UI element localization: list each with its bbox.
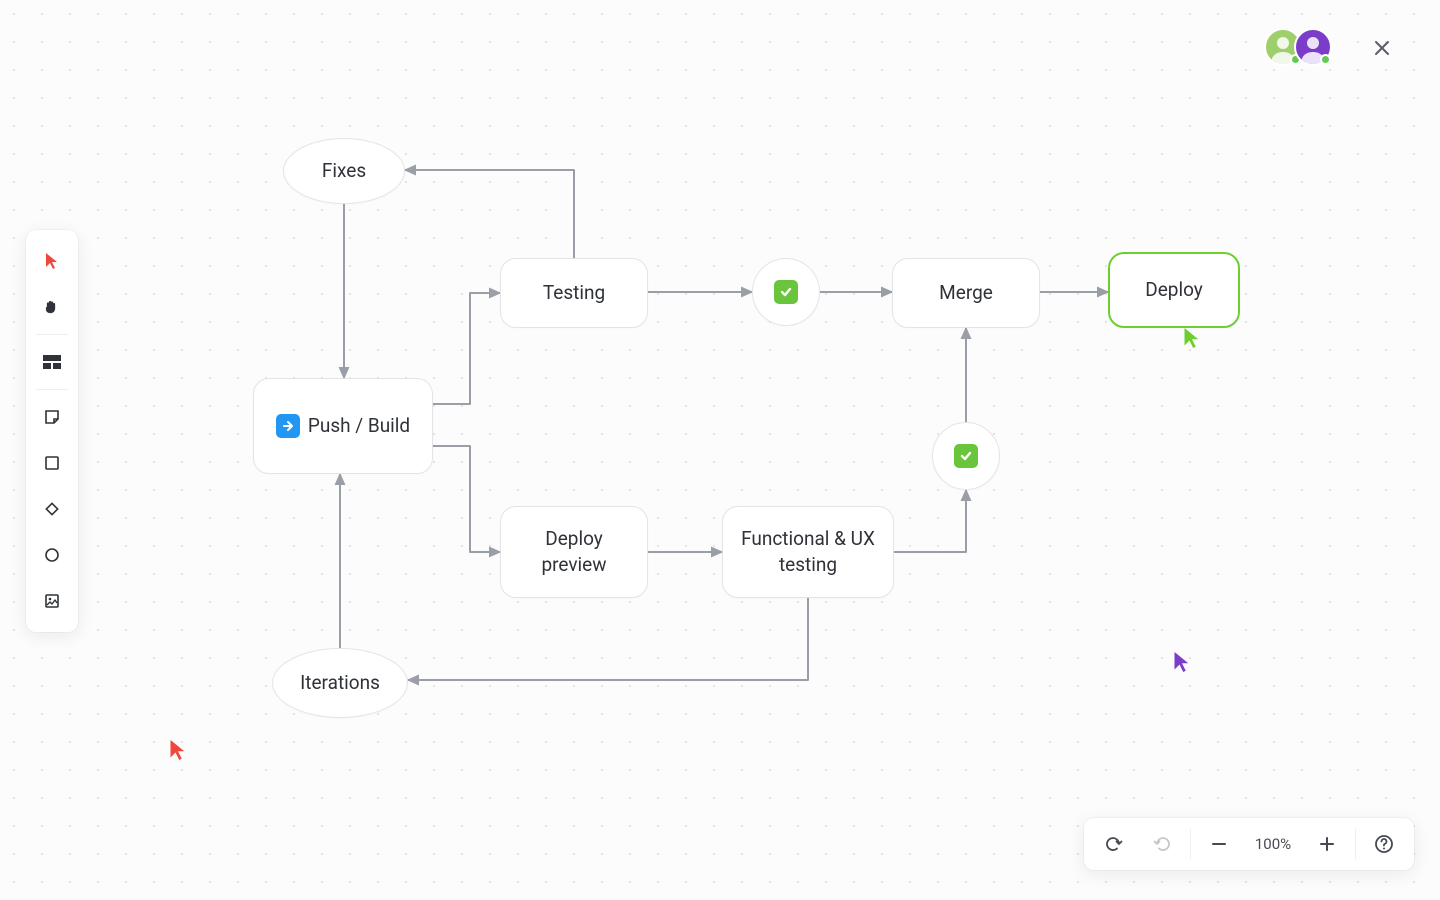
canvas[interactable]: Fixes Push / Build Testing Merge Deploy Deplo…: [0, 0, 1440, 900]
zoom-in-button[interactable]: [1303, 818, 1351, 870]
check-icon: [954, 444, 978, 468]
node-functional[interactable]: Functional & UX testing: [722, 506, 894, 598]
node-push[interactable]: Push / Build: [253, 378, 433, 474]
image-tool[interactable]: [26, 578, 78, 624]
section-tool[interactable]: [26, 339, 78, 385]
edge-push-testing: [433, 293, 500, 404]
avatar-user-2[interactable]: [1294, 28, 1332, 66]
circle-tool[interactable]: [26, 532, 78, 578]
separator: [1355, 829, 1356, 859]
toolbar: [26, 230, 78, 632]
cursor-user-green: [1182, 326, 1202, 354]
presence-avatars: [1264, 28, 1332, 66]
node-check1[interactable]: [752, 258, 820, 326]
zoom-out-button[interactable]: [1195, 818, 1243, 870]
flow-edges: [0, 0, 1440, 900]
zoom-level[interactable]: 100%: [1243, 835, 1303, 853]
node-fixes[interactable]: Fixes: [283, 138, 405, 204]
hand-tool[interactable]: [26, 284, 78, 330]
node-label: Deploy preview: [515, 526, 633, 577]
rectangle-tool[interactable]: [26, 440, 78, 486]
cursor-user-purple: [1172, 650, 1192, 678]
node-label: Fixes: [322, 158, 366, 184]
node-merge[interactable]: Merge: [892, 258, 1040, 328]
toolbar-divider: [36, 334, 68, 335]
redo-button[interactable]: [1138, 818, 1186, 870]
node-check2[interactable]: [932, 422, 1000, 490]
node-label: Functional & UX testing: [737, 526, 879, 577]
close-button[interactable]: [1370, 36, 1394, 60]
edge-functional-check2: [894, 490, 966, 552]
presence-dot-icon: [1320, 54, 1331, 65]
check-icon: [774, 280, 798, 304]
node-label: Testing: [543, 280, 605, 306]
diamond-tool[interactable]: [26, 486, 78, 532]
arrow-right-icon: [276, 414, 300, 438]
edge-testing-fixes: [405, 170, 574, 258]
node-label: Iterations: [300, 670, 380, 696]
edge-functional-iterations: [408, 598, 808, 680]
node-iterations[interactable]: Iterations: [272, 648, 408, 718]
toolbar-divider: [36, 389, 68, 390]
help-button[interactable]: [1360, 818, 1408, 870]
node-label: Push / Build: [308, 413, 410, 439]
undo-button[interactable]: [1090, 818, 1138, 870]
node-label: Deploy: [1145, 277, 1203, 303]
edge-push-deployprev: [433, 446, 500, 552]
sticky-note-tool[interactable]: [26, 394, 78, 440]
separator: [1190, 829, 1191, 859]
node-deploy[interactable]: Deploy: [1108, 252, 1240, 328]
node-testing[interactable]: Testing: [500, 258, 648, 328]
node-deployprev[interactable]: Deploy preview: [500, 506, 648, 598]
select-tool[interactable]: [26, 238, 78, 284]
node-label: Merge: [939, 280, 993, 306]
bottom-bar: 100%: [1084, 818, 1414, 870]
cursor-user-red: [168, 738, 188, 766]
